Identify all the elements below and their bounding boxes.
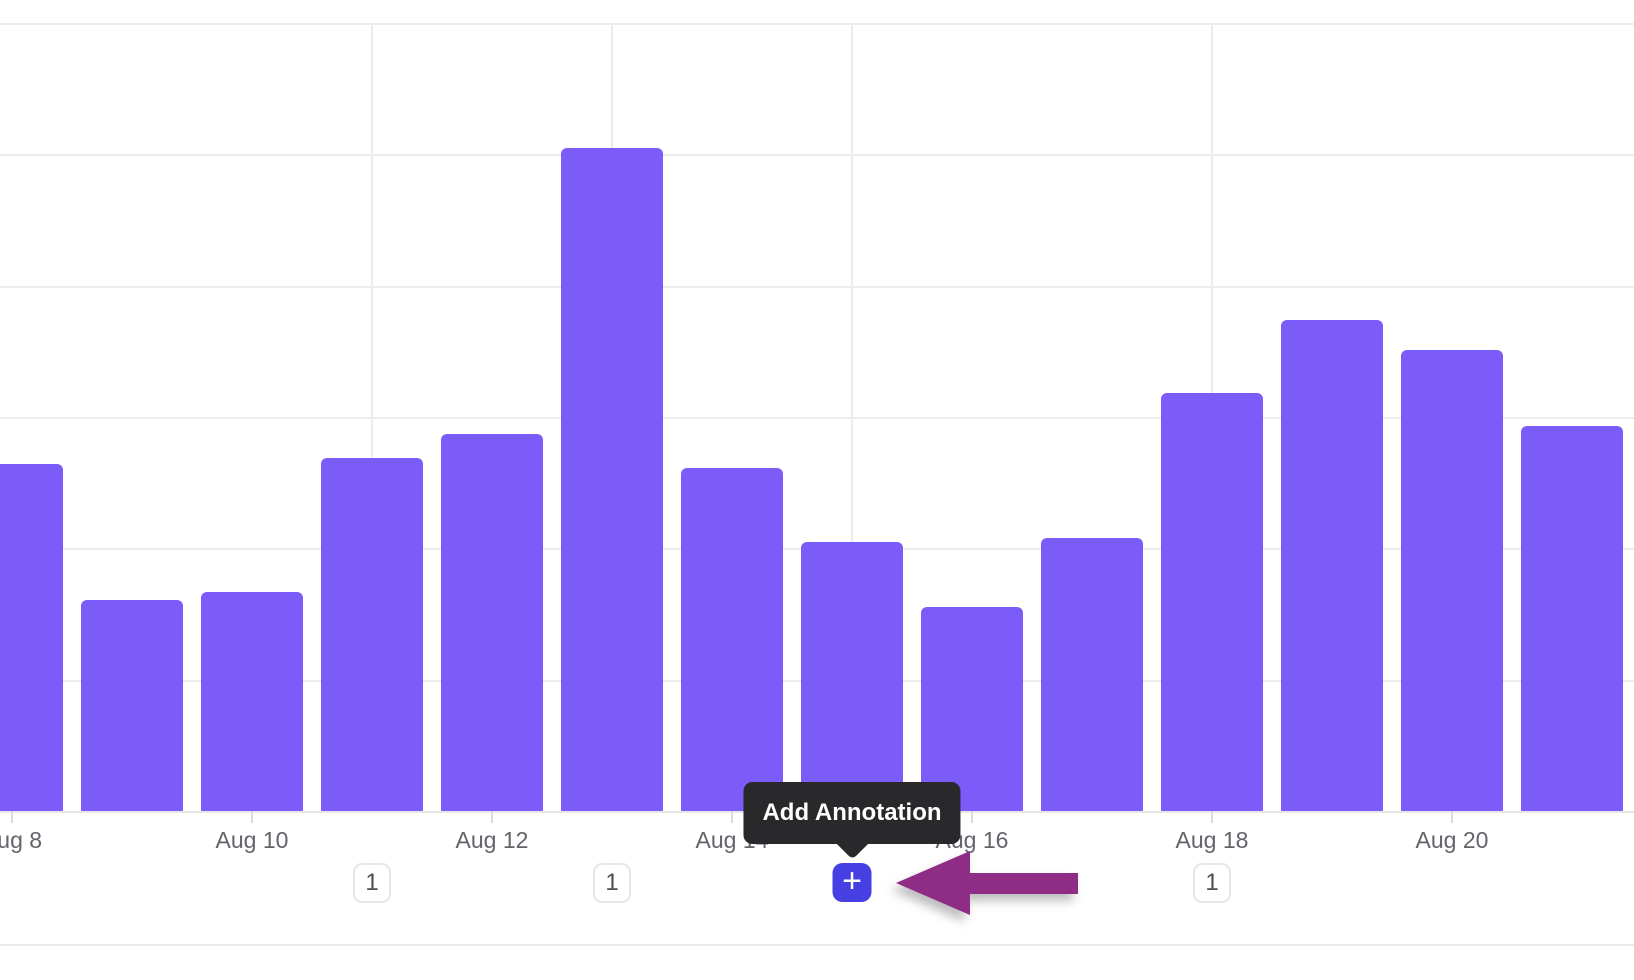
add-annotation-tooltip: Add Annotation <box>743 782 961 860</box>
gridline-horizontal <box>0 154 1634 157</box>
x-axis-tick <box>11 811 13 823</box>
x-axis-label: Aug 10 <box>215 827 289 853</box>
bar[interactable] <box>1521 426 1623 811</box>
bar[interactable] <box>561 147 663 811</box>
annotation-count-badge[interactable]: 1 <box>1193 863 1231 903</box>
add-annotation-button[interactable]: + <box>832 861 872 902</box>
gridline-horizontal <box>0 23 1634 25</box>
tooltip-caret <box>836 828 868 860</box>
gridline-vertical-annotation <box>851 23 853 811</box>
x-axis-tick <box>731 811 733 823</box>
bar[interactable] <box>1281 319 1383 811</box>
x-axis-label: Aug 18 <box>1175 827 1249 853</box>
x-axis-tick <box>251 811 253 823</box>
annotation-count-badge[interactable]: 1 <box>353 863 391 903</box>
bar[interactable] <box>201 591 303 811</box>
x-axis-label: Aug 20 <box>1415 827 1489 853</box>
bar[interactable] <box>681 468 783 811</box>
bar[interactable] <box>1041 537 1143 811</box>
gridline-horizontal <box>0 285 1634 288</box>
bar[interactable] <box>921 607 1023 811</box>
bar[interactable] <box>81 599 183 811</box>
x-axis-tick <box>971 811 973 823</box>
annotation-count-badge[interactable]: 1 <box>593 863 631 903</box>
x-axis-tick <box>1451 811 1453 823</box>
gridline-horizontal <box>0 417 1634 419</box>
bar[interactable] <box>1401 350 1503 811</box>
x-axis-label: Aug 12 <box>455 827 529 853</box>
bar[interactable] <box>321 457 423 811</box>
x-axis-tick <box>1211 811 1213 823</box>
tooltip-label: Add Annotation <box>762 799 942 826</box>
x-axis-tick <box>491 811 493 823</box>
bottom-divider <box>0 944 1634 946</box>
bar[interactable] <box>1161 393 1263 811</box>
bar[interactable] <box>0 464 63 811</box>
plus-icon: + <box>842 861 862 900</box>
gridline-vertical-annotation <box>371 23 373 811</box>
bar[interactable] <box>801 541 903 811</box>
bar[interactable] <box>441 434 543 811</box>
x-axis-label: Aug 8 <box>0 827 43 853</box>
